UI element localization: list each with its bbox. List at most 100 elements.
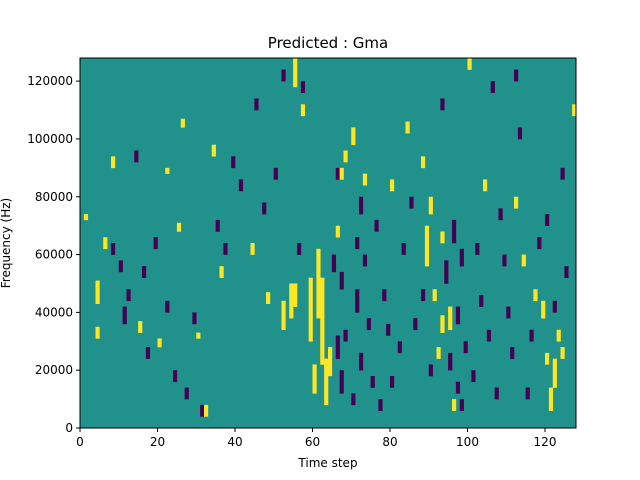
heatmap-cell-low <box>459 399 464 411</box>
heatmap-cell-low <box>560 167 565 180</box>
heatmap-cell-high <box>300 104 306 117</box>
heatmap-cell-low <box>471 370 476 383</box>
heatmap-cell-high <box>312 364 317 394</box>
heatmap-cell-low <box>223 243 228 255</box>
heatmap-cell-low <box>525 387 530 400</box>
x-tick-label: 80 <box>382 435 397 449</box>
heatmap-cell-low <box>506 306 511 319</box>
heatmap-cell-high <box>176 222 182 232</box>
heatmap-cell-low <box>517 127 523 140</box>
heatmap-cell-low <box>386 323 391 336</box>
heatmap-cell-high <box>343 150 348 163</box>
heatmap-cell-high <box>293 58 298 88</box>
heatmap-cell-low <box>173 370 178 383</box>
heatmap-cell-high <box>440 231 445 244</box>
x-tick-label: 0 <box>76 435 84 449</box>
heatmap-cell-high <box>390 179 395 192</box>
heatmap-cell-low <box>184 387 189 400</box>
heatmap-cell-high <box>483 179 488 192</box>
heatmap-cell-high <box>424 225 430 267</box>
heatmap-cell-high <box>180 118 185 128</box>
heatmap-cell-low <box>339 271 344 290</box>
heatmap-cell-high <box>293 283 298 307</box>
heatmap-cell-low <box>475 243 480 255</box>
heatmap-cell-low <box>142 266 147 278</box>
heatmap-cell-high <box>211 144 216 157</box>
heatmap-cell-low <box>479 295 484 307</box>
heatmap-cell-high <box>405 121 410 134</box>
heatmap-cell-high <box>533 289 538 302</box>
heatmap-cell-low <box>529 329 534 342</box>
heatmap-cell-low <box>428 364 433 377</box>
heatmap-cell-low <box>215 219 220 232</box>
heatmap-cell-high <box>138 321 143 333</box>
heatmap-cell-low <box>297 243 302 255</box>
heatmap-cell-high <box>448 306 453 331</box>
heatmap-cell-low <box>409 196 414 209</box>
plot-frame <box>79 57 577 429</box>
heatmap-cell-low <box>111 243 116 255</box>
heatmap-cell-low <box>374 219 379 232</box>
heatmap-cell-low <box>502 254 507 267</box>
heatmap-cell-low <box>281 69 286 82</box>
heatmap-cell-low <box>122 306 127 325</box>
heatmap-cell-low <box>552 300 557 313</box>
heatmap-cell-low <box>498 208 503 221</box>
heatmap-cell-low <box>494 387 499 400</box>
heatmap-cell-low <box>545 214 550 226</box>
heatmap-cell-high <box>204 404 209 417</box>
heatmap-cell-low <box>238 179 244 192</box>
y-tick-label: 80000 <box>35 190 73 204</box>
heatmap-cell-low <box>382 289 387 302</box>
heatmap-cell-low <box>126 289 131 302</box>
heatmap-cell-low <box>335 335 340 359</box>
heatmap-cell-high <box>556 329 561 342</box>
heatmap-cell-low <box>254 98 259 111</box>
y-axis-label: Frequency (Hz) <box>0 198 13 289</box>
heatmap-cell-low <box>118 260 123 273</box>
heatmap-cell-high <box>157 338 162 348</box>
heatmap-cell-high <box>316 248 321 319</box>
heatmap-cell-low <box>200 404 205 417</box>
heatmap-cell-low <box>452 219 457 244</box>
heatmap-cell-low <box>331 254 337 273</box>
heatmap-cell-low <box>370 375 375 388</box>
heatmap-cell-low <box>459 248 464 267</box>
heatmap-cell-low <box>455 306 461 325</box>
heatmap-cell-high <box>328 347 333 377</box>
heatmap-cell-low <box>145 347 151 359</box>
heatmap-cell-high <box>548 387 554 411</box>
y-tick-label: 0 <box>65 421 73 435</box>
heatmap-cell-high <box>250 243 255 255</box>
heatmap-cell-high <box>281 300 286 331</box>
heatmap-cell-low <box>514 69 519 82</box>
heatmap-cell-low <box>463 341 468 354</box>
heatmap-cell-high <box>289 283 294 319</box>
y-tick-label: 100000 <box>27 132 73 146</box>
heatmap-cell-high <box>572 104 577 117</box>
heatmap-cell-high <box>324 358 329 406</box>
y-tick-label: 120000 <box>27 74 73 88</box>
heatmap-cell-low <box>355 289 360 313</box>
heatmap-cell-high <box>111 156 116 169</box>
heatmap-cell-high <box>351 127 356 146</box>
heatmap-cell-high <box>467 58 472 70</box>
heatmap-cell-low <box>564 266 569 278</box>
heatmap-cell-high <box>545 352 550 365</box>
heatmap-cell-high <box>339 167 344 180</box>
x-axis-label: Time step <box>297 456 357 470</box>
heatmap-cell-high <box>266 292 271 304</box>
heatmap-cell-high <box>320 277 325 365</box>
x-tick-label: 120 <box>534 435 557 449</box>
heatmap-cell-low <box>359 352 364 371</box>
heatmap-cell-low <box>192 312 197 325</box>
heatmap-cell-low <box>448 352 453 371</box>
heatmap-cell-low <box>421 289 426 302</box>
heatmap-cell-low <box>455 381 461 394</box>
x-tick-label: 60 <box>305 435 320 449</box>
heatmap-cell-high <box>83 214 89 221</box>
heatmap-cell-high <box>196 332 201 339</box>
heatmap-cell-high <box>165 167 170 174</box>
heatmap-cell-high <box>552 358 557 388</box>
